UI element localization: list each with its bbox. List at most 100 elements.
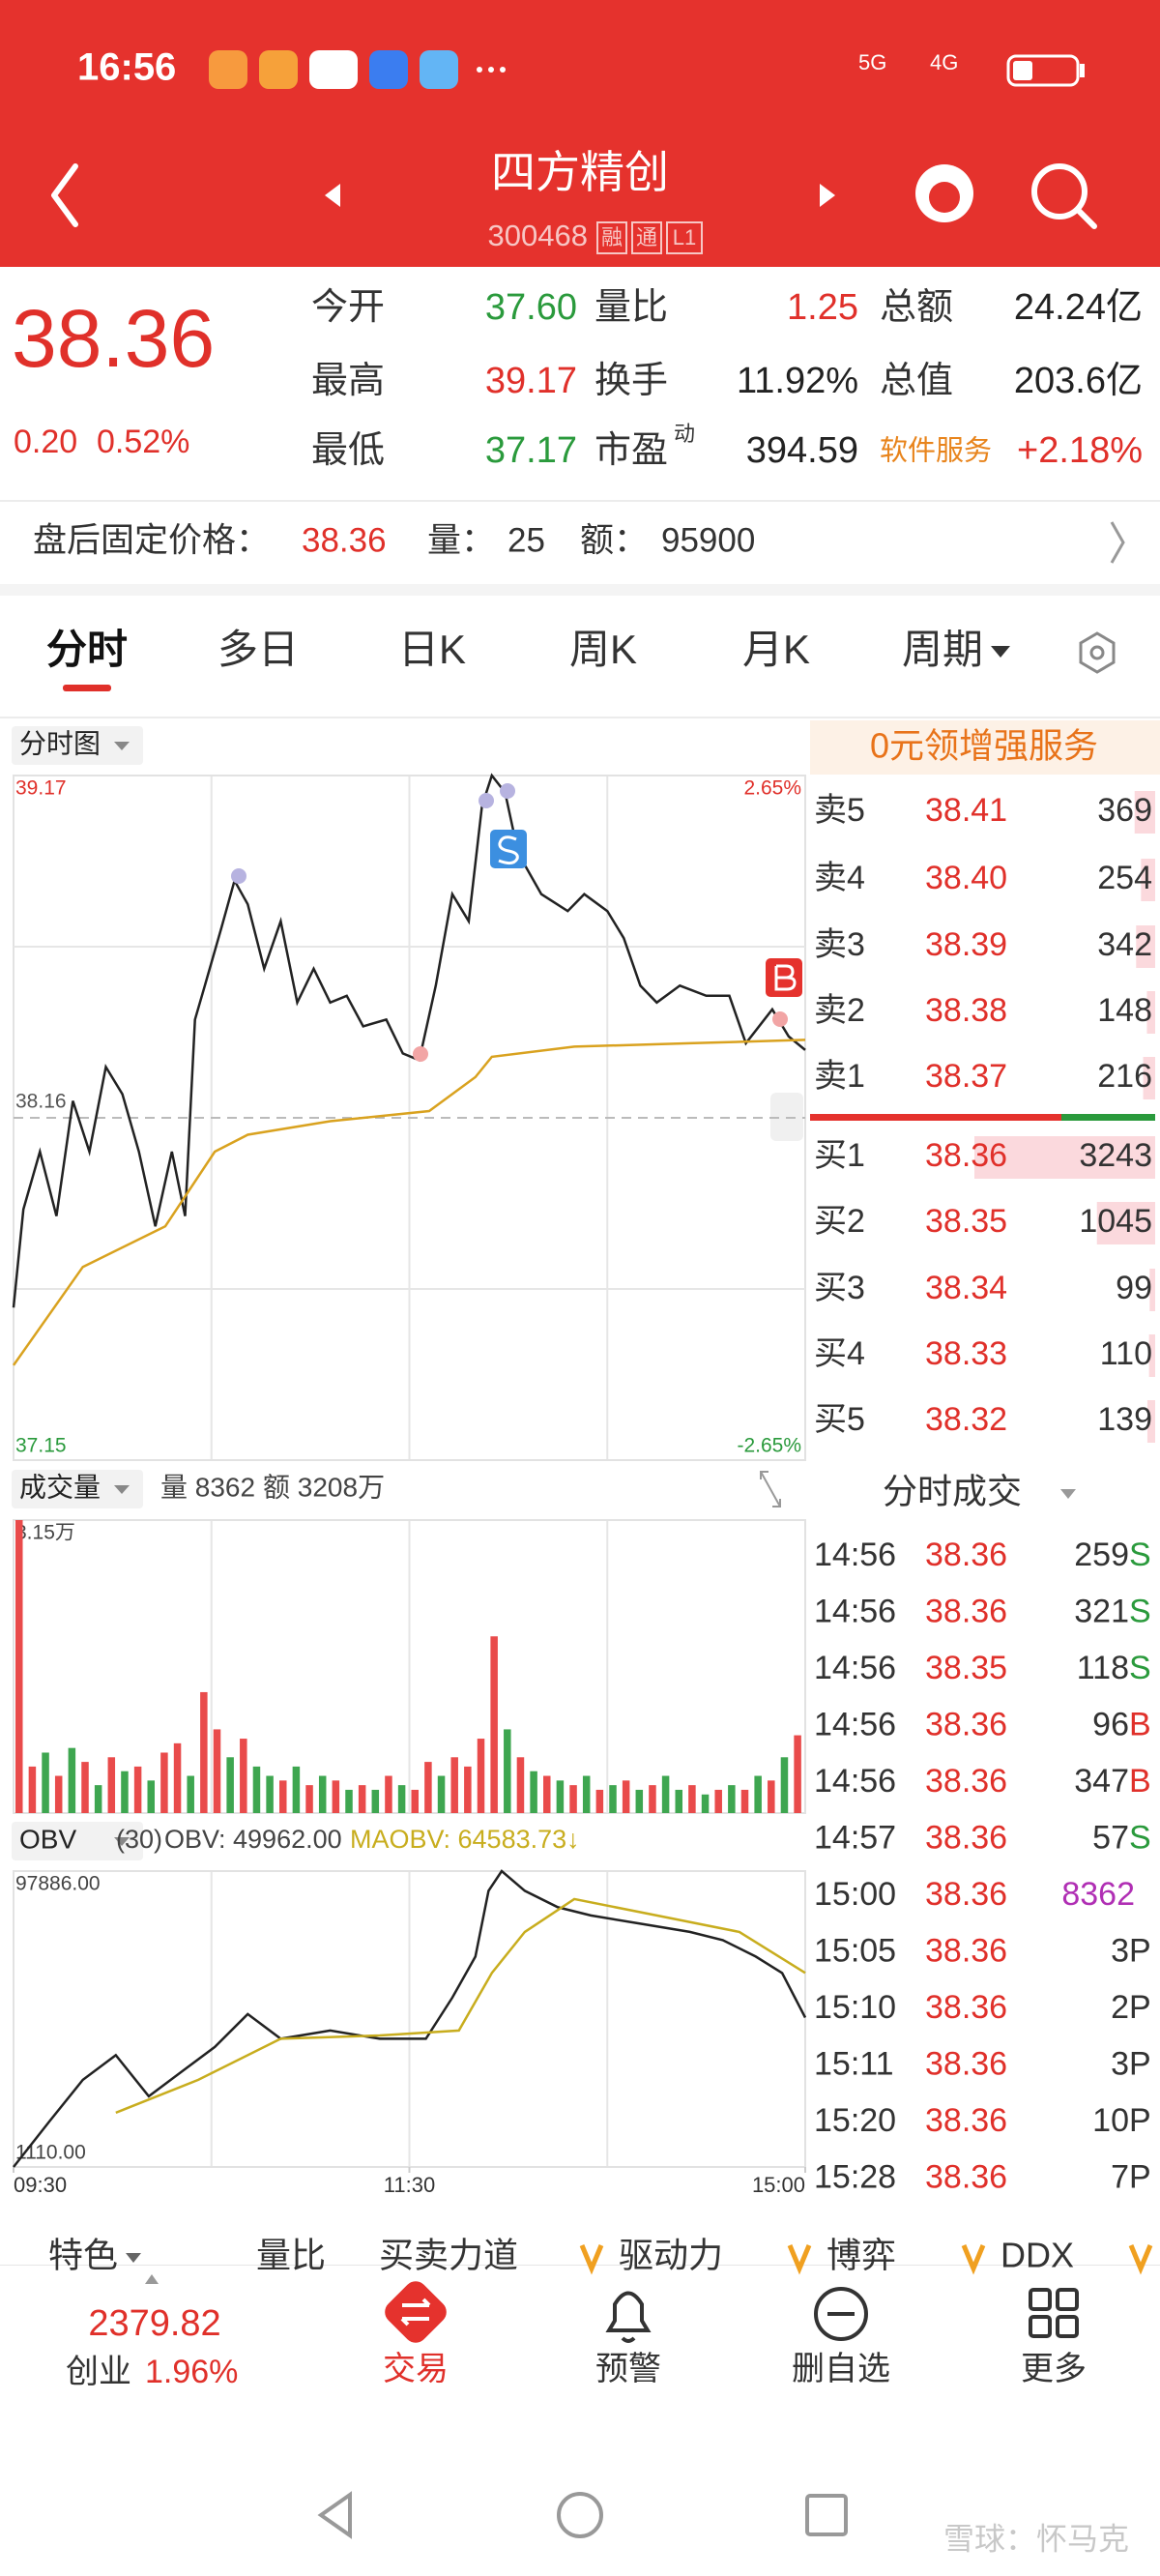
volume-bar (504, 1729, 511, 1813)
index-value[interactable]: 2379.82 (88, 2303, 220, 2344)
nav-home[interactable] (557, 2492, 603, 2538)
remove-icon[interactable] (814, 2287, 868, 2341)
book-volume: 369 (1097, 792, 1152, 829)
y-tick-label: 38.16 (15, 1091, 67, 1113)
indicator-tab[interactable]: 驱动力 (619, 2236, 723, 2275)
quote-value: +2.18% (1017, 430, 1143, 471)
tab[interactable]: 多日 (218, 627, 299, 672)
volume-bar (107, 1757, 116, 1813)
depth-bar (1143, 1057, 1155, 1099)
book-label: 卖2 (814, 992, 865, 1029)
quote-label: 市盈 (594, 430, 668, 471)
price-change: 0.20 (14, 424, 77, 460)
indicator-tab[interactable]: 量比 (256, 2236, 326, 2275)
indicator-tab[interactable]: 特色 (48, 2236, 118, 2275)
book-price: 38.40 (925, 860, 1007, 896)
tab[interactable]: 周期 (902, 627, 983, 672)
separator (0, 584, 1160, 596)
status-icons (209, 50, 1085, 89)
trade-side: B (1129, 1706, 1151, 1742)
volume-bar (688, 1785, 696, 1813)
volume-bar (133, 1766, 142, 1813)
trade-price: 38.36 (925, 1989, 1007, 2026)
search-icon (1075, 207, 1097, 229)
chart-selector[interactable] (12, 1822, 143, 1860)
quote-label: 换手 (594, 361, 668, 401)
nav-item[interactable]: 更多 (1021, 2351, 1087, 2387)
trade-time: 14:57 (814, 1819, 896, 1856)
book-price: 38.38 (925, 992, 1007, 1029)
volume-bar (226, 1757, 234, 1813)
marker-dot (500, 783, 515, 799)
trade-time: 15:28 (814, 2158, 896, 2195)
more-icon[interactable] (1029, 2288, 1079, 2338)
index-change: 1.96% (145, 2354, 238, 2390)
book-volume: 139 (1097, 1401, 1152, 1438)
depth-bar (1136, 925, 1155, 968)
tab[interactable]: 周K (569, 627, 637, 672)
search-icon[interactable] (1031, 163, 1088, 220)
trade-volume: 118 (1077, 1650, 1129, 1686)
indicator-tab[interactable]: 买卖力道 (379, 2236, 518, 2275)
alert-icon[interactable] (605, 2291, 652, 2343)
y-tick-label: 3.15万 (15, 1522, 75, 1544)
nav-item[interactable]: 预警 (595, 2351, 661, 2387)
quote-label: 量比 (594, 287, 668, 328)
chart-info: 额 3208万 (263, 1472, 385, 1502)
chart-title[interactable]: 成交量 (19, 1472, 101, 1502)
buy-marker-glyph (774, 964, 797, 991)
trade-side: S (1129, 1650, 1151, 1686)
settings-icon[interactable] (1079, 631, 1116, 674)
indicator-tab[interactable]: DDX (1000, 2236, 1074, 2275)
volume-bar (649, 1785, 656, 1813)
trade-price: 38.36 (925, 2158, 1007, 2195)
volume-bar (754, 1775, 762, 1813)
tag-box (631, 221, 662, 254)
trade-volume: 321 (1074, 1593, 1129, 1629)
trade-icon[interactable] (380, 2276, 451, 2348)
trade-price: 38.36 (925, 1763, 1007, 1800)
volume-bar (28, 1766, 37, 1813)
quote-value: 37.17 (485, 430, 577, 471)
back-button[interactable] (51, 163, 78, 227)
nav-item[interactable]: 删自选 (792, 2351, 890, 2387)
prev-stock[interactable] (325, 184, 340, 207)
book-price: 38.35 (925, 1203, 1007, 1240)
chart-title[interactable]: 分时图 (19, 728, 101, 758)
trade-volume: 7 (1111, 2158, 1129, 2195)
next-stock[interactable] (820, 184, 835, 207)
trade-side: S (1129, 1593, 1151, 1629)
trades-title[interactable]: 分时成交 (883, 1472, 1022, 1511)
trade-price: 38.36 (925, 1932, 1007, 1969)
volume-bar (740, 1789, 749, 1813)
promo-banner[interactable]: 0元领增强服务 (870, 726, 1098, 766)
volume-bar (305, 1785, 313, 1813)
tag-box (666, 221, 703, 254)
after-hours-amount: 95900 (661, 521, 755, 559)
tab[interactable]: 日K (398, 627, 466, 672)
nav-back[interactable] (317, 2491, 352, 2539)
depth-bar (1149, 1269, 1155, 1311)
trade-volume: 3 (1111, 1932, 1129, 1969)
chart-selector[interactable] (12, 1470, 143, 1508)
stock-code: 300468 (488, 219, 588, 252)
indicator-tab[interactable]: 博弈 (826, 2236, 896, 2275)
chevron[interactable] (1110, 521, 1125, 564)
depth-bar (1141, 859, 1155, 901)
volume-bar (147, 1780, 156, 1813)
nav-item[interactable]: 交易 (383, 2351, 449, 2387)
trade-price: 38.36 (925, 1537, 1007, 1573)
volume-bar (397, 1785, 406, 1813)
tab[interactable]: 分时 (46, 627, 128, 672)
expand-icon[interactable] (760, 1471, 781, 1508)
banner-bg[interactable] (810, 720, 1160, 775)
nav-recent[interactable] (805, 2494, 848, 2536)
book-price: 38.34 (925, 1270, 1007, 1306)
series-line (12, 1039, 806, 1366)
y-tick-label: 97886.00 (15, 1873, 101, 1895)
chart-selector[interactable] (12, 726, 143, 765)
trade-volume: 10 (1092, 2102, 1129, 2139)
chart-title[interactable]: OBV (19, 1824, 76, 1854)
trade-side: P (1129, 2102, 1151, 2139)
tab[interactable]: 月K (742, 627, 810, 672)
